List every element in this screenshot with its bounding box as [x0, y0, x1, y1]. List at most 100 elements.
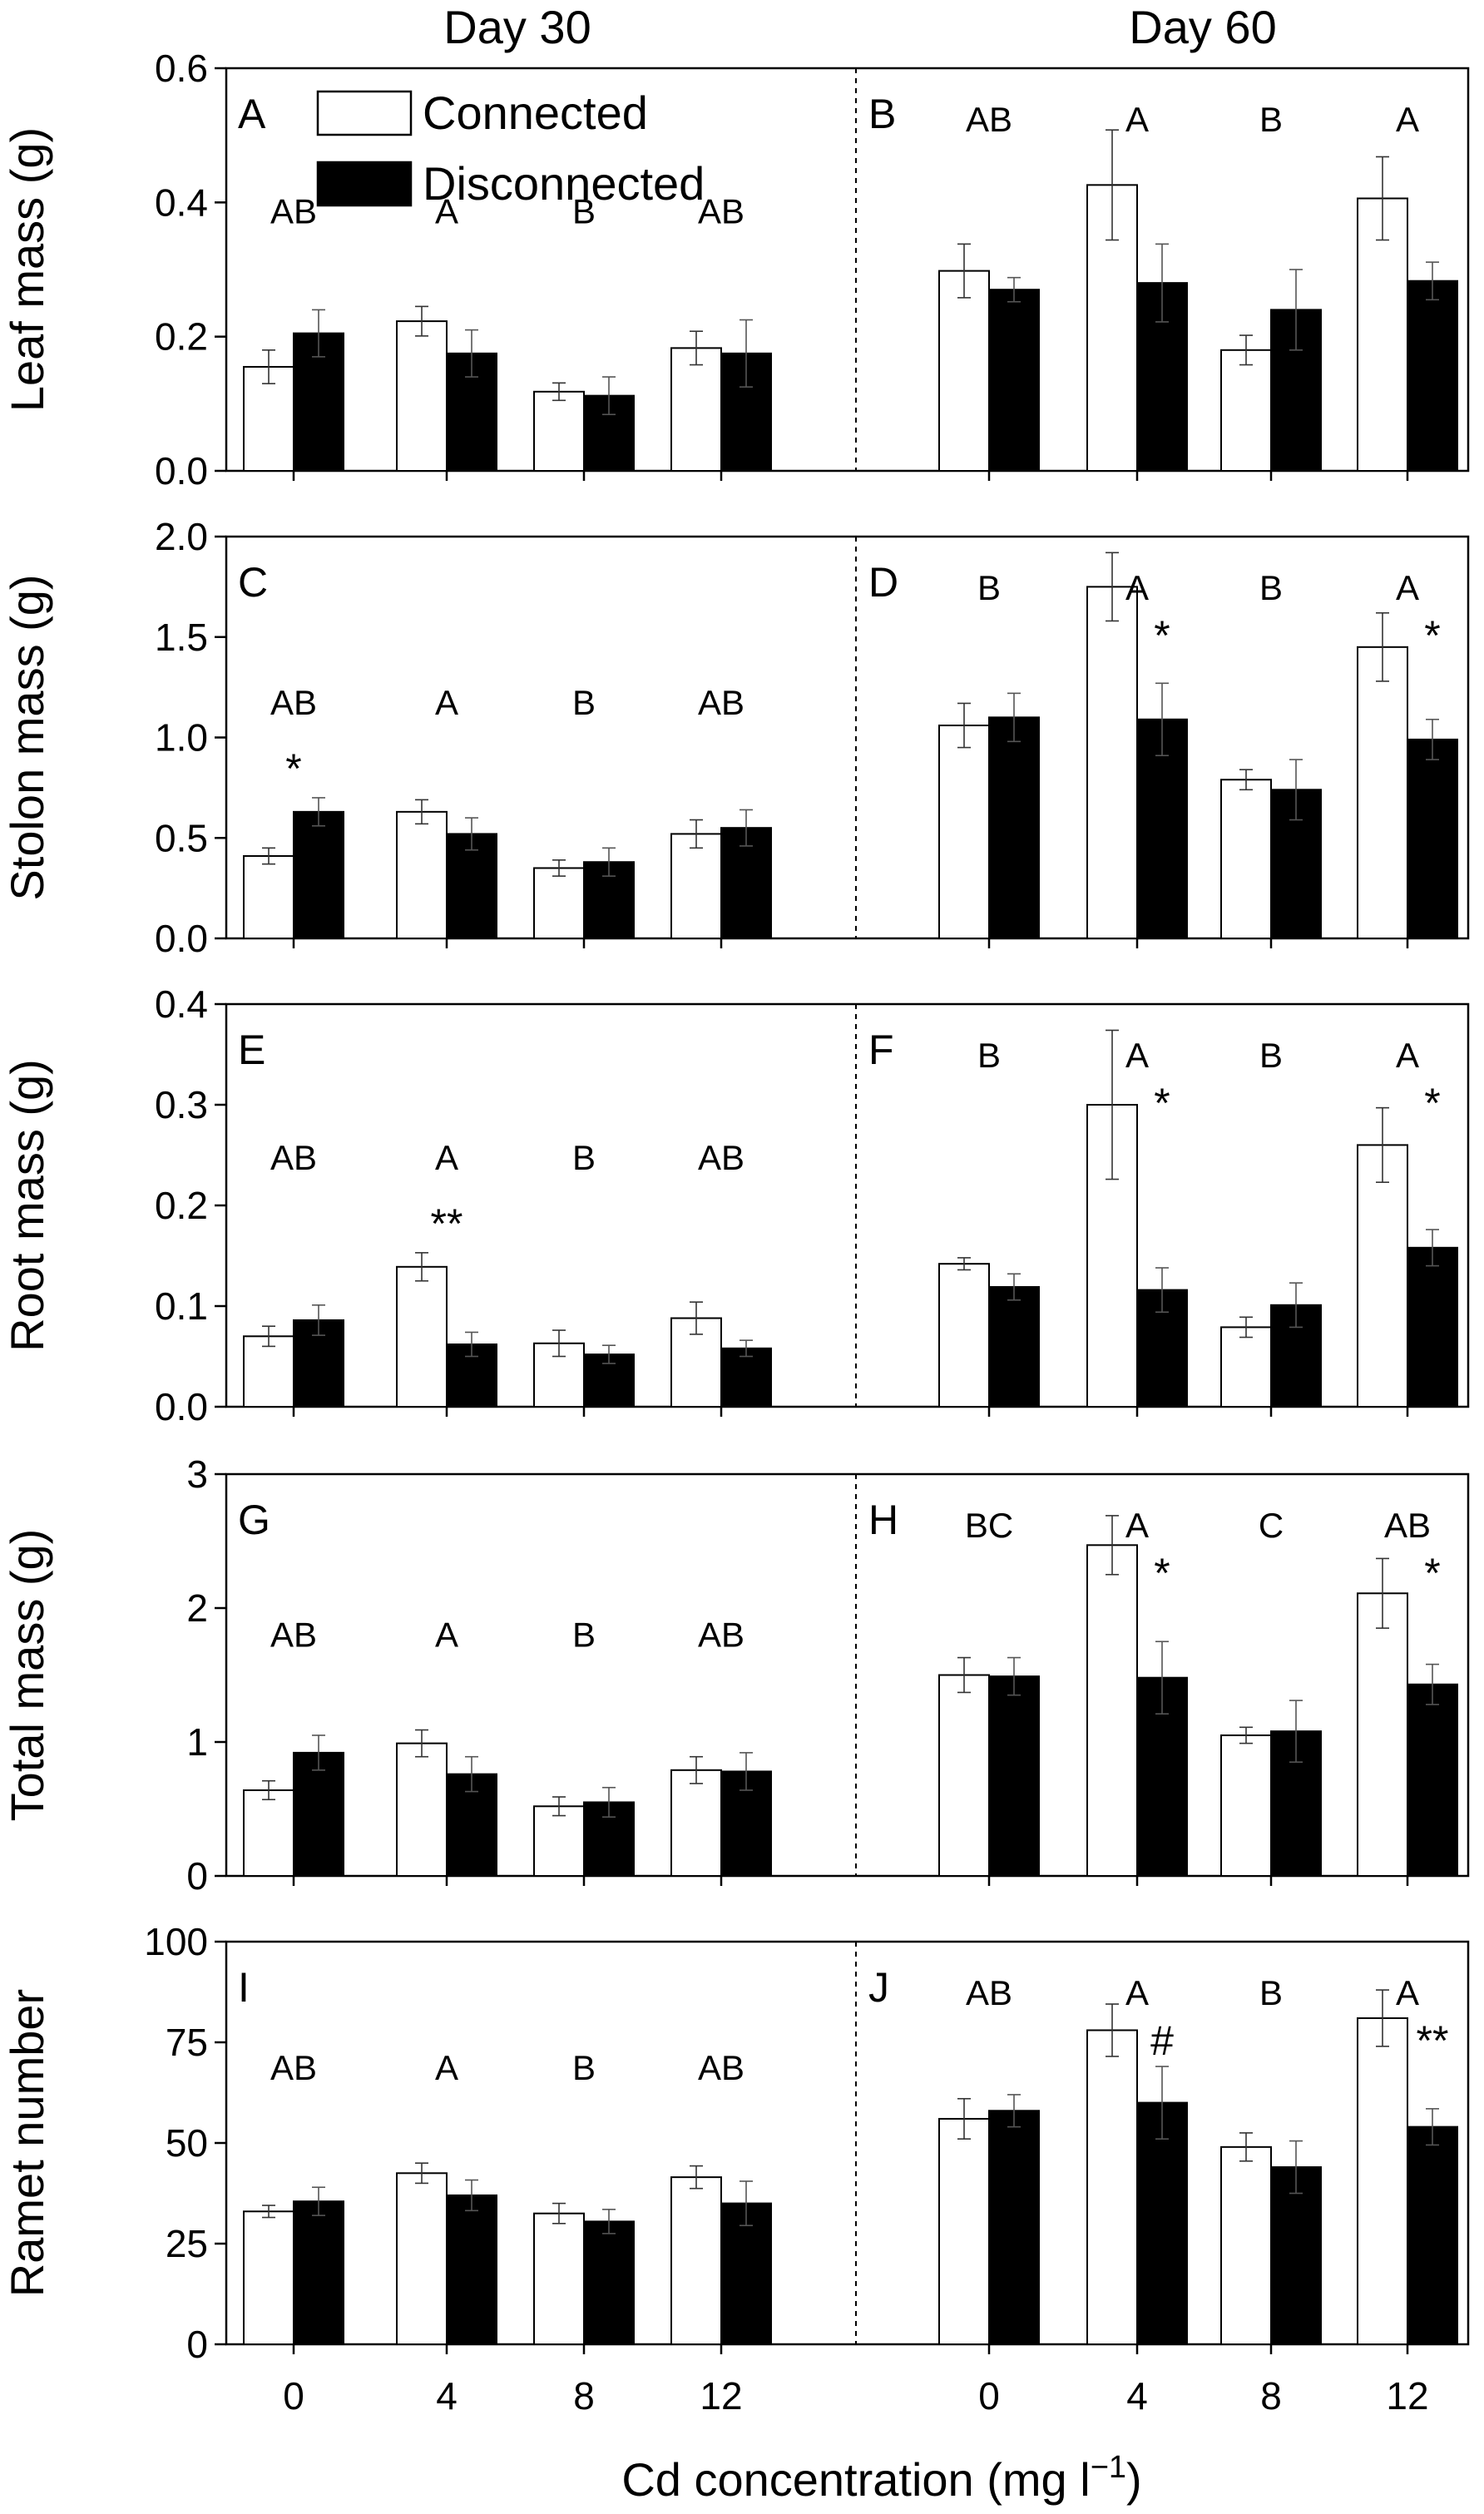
y-axis-label: Total mass (g) [1, 1529, 53, 1822]
legend-swatch [316, 90, 413, 136]
bar-connected [396, 810, 448, 939]
group-letter: B [572, 1616, 596, 1655]
bar-connected [396, 320, 448, 473]
group-letter: A [1396, 100, 1419, 139]
group-letter: BC [965, 1506, 1013, 1545]
significance-mark: * [1154, 1550, 1170, 1596]
x-tick-label: 0 [283, 2374, 304, 2417]
significance-mark: * [1424, 1550, 1440, 1596]
bar-connected [533, 1805, 585, 1878]
group-letter: A [1396, 1036, 1419, 1075]
bar-connected [670, 833, 722, 939]
y-tick-label: 0.3 [155, 1083, 208, 1126]
bar-connected [1086, 586, 1138, 939]
bar-connected [1220, 1734, 1272, 1877]
y-axis-label: Ramet number [1, 1989, 53, 2297]
y-tick-label: 100 [144, 1920, 208, 1963]
group-letter: A [1396, 1973, 1419, 2012]
panel-letter: C [238, 559, 268, 606]
y-axis-label: Leaf mass (g) [1, 127, 53, 412]
bar-connected [1220, 349, 1272, 472]
group-letter: A [435, 191, 458, 230]
group-letter: B [1259, 1973, 1283, 2012]
group-letter: AB [270, 2048, 317, 2087]
group-letter: A [435, 683, 458, 722]
bar-connected [396, 1742, 448, 1878]
group-letter: AB [698, 1138, 744, 1177]
y-tick-label: 0.5 [155, 816, 208, 859]
group-letter: AB [1384, 1506, 1431, 1545]
x-tick-label: 0 [978, 2374, 1000, 2417]
bar-disconnected [1270, 2166, 1322, 2346]
bar-connected [1357, 1144, 1408, 1408]
bar-connected [1357, 2017, 1408, 2345]
significance-mark: ** [431, 1200, 463, 1247]
bar-disconnected [1136, 2101, 1188, 2346]
y-tick-label: 1 [186, 1720, 208, 1764]
bar-connected [938, 1263, 990, 1408]
y-tick-label: 25 [166, 2222, 208, 2265]
y-tick-label: 0.2 [155, 1184, 208, 1227]
bar-disconnected [1407, 1683, 1458, 1878]
group-letter: B [977, 1036, 1001, 1075]
group-letter: B [1259, 100, 1283, 139]
x-tick-label: 4 [436, 2374, 458, 2417]
y-tick-label: 1.0 [155, 716, 208, 760]
group-letter: B [572, 2048, 596, 2087]
bar-connected [670, 1769, 722, 1878]
bar-disconnected [293, 810, 344, 939]
bar-disconnected [1407, 738, 1458, 939]
group-letter: A [1125, 1036, 1149, 1075]
bar-connected [938, 725, 990, 940]
bar-connected [243, 854, 294, 939]
y-tick-label: 0.2 [155, 315, 208, 359]
group-letter: AB [270, 1138, 317, 1177]
bar-connected [396, 1265, 448, 1408]
bar-disconnected [988, 2110, 1040, 2346]
bar-connected [1220, 779, 1272, 940]
group-letter: AB [698, 191, 744, 230]
y-tick-label: 0 [186, 2323, 208, 2366]
panel-letter: D [868, 559, 898, 606]
panel-letter: I [238, 1964, 250, 2011]
bar-disconnected [293, 2200, 344, 2345]
column-title-day30: Day 30 [443, 1, 591, 53]
group-letter: AB [270, 683, 317, 722]
bar-disconnected [446, 2194, 497, 2345]
legend-label: Disconnected [423, 157, 705, 210]
significance-mark: ** [1417, 2017, 1449, 2064]
y-axis-label: Root mass (g) [1, 1059, 53, 1352]
bar-disconnected [446, 833, 497, 939]
significance-mark: # [1150, 2017, 1174, 2064]
panel-letter: A [238, 91, 266, 137]
group-letter: AB [698, 2048, 744, 2087]
group-letter: AB [966, 100, 1012, 139]
plot-frame [225, 1472, 1470, 1878]
significance-mark: * [285, 745, 301, 792]
bar-connected [533, 867, 585, 939]
y-tick-label: 2 [186, 1586, 208, 1630]
bar-connected [1357, 1592, 1408, 1878]
y-tick-label: 50 [166, 2121, 208, 2165]
x-axis-label-close: ) [1126, 2453, 1142, 2506]
bar-disconnected [1407, 280, 1458, 473]
group-letter: A [1396, 568, 1419, 607]
group-letter: A [435, 1616, 458, 1655]
group-letter: AB [966, 1973, 1012, 2012]
bar-disconnected [988, 289, 1040, 473]
group-letter: AB [270, 191, 317, 230]
bar-connected [938, 2117, 990, 2345]
group-letter: A [1125, 1973, 1149, 2012]
panel-letter: F [868, 1027, 894, 1073]
bar-connected [670, 2176, 722, 2345]
bar-connected [938, 1674, 990, 1877]
x-axis-label: Cd concentration (mg l−1) [621, 2450, 1141, 2506]
panel-letter: B [868, 91, 896, 137]
legend-label: Connected [423, 87, 648, 139]
y-tick-label: 0 [186, 1854, 208, 1898]
x-axis-label-superscript: −1 [1091, 2450, 1126, 2485]
bar-connected [1357, 197, 1408, 472]
